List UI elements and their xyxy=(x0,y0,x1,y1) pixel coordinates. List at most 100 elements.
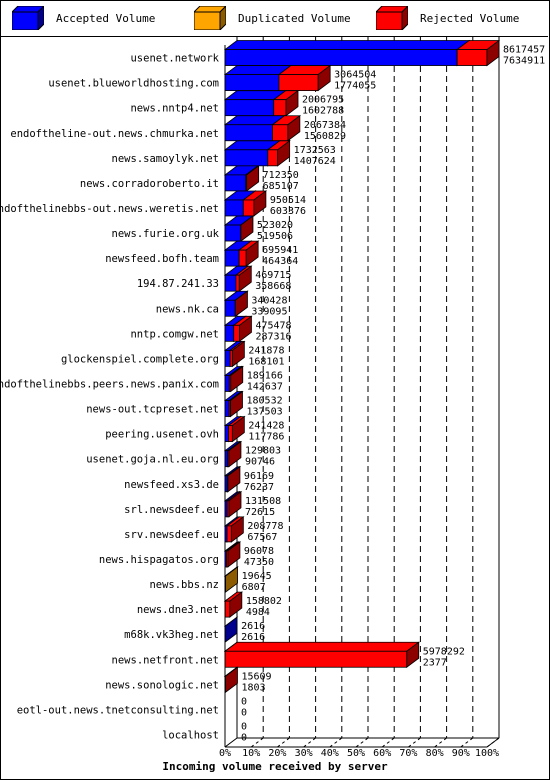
bar-accepted-0-top xyxy=(223,40,471,50)
bar-rejected-24-top xyxy=(223,641,420,652)
bar-rejected-24-side xyxy=(406,641,420,669)
category-label: news.furie.org.uk xyxy=(112,228,220,240)
bar-accepted-7-front xyxy=(224,224,242,242)
legend-rejected-side xyxy=(401,6,408,30)
floor-left-edge xyxy=(224,737,238,748)
bar-accepted-12-front xyxy=(224,349,231,367)
bar-rejected-14-side xyxy=(230,390,243,418)
floor-tick-8 xyxy=(434,737,447,748)
legend-accepted-label: Accepted Volume xyxy=(56,12,156,25)
legend-rejected-label: Rejected Volume xyxy=(420,12,520,25)
category-label: usenet.network xyxy=(130,53,219,65)
value-label-accepted: 1560829 xyxy=(304,131,346,142)
category-label: news.sonologic.net xyxy=(105,679,219,691)
value-label-total: 96078 xyxy=(244,546,274,557)
bar-rejected-10-side xyxy=(234,290,248,318)
value-label-total: 5978292 xyxy=(423,646,465,657)
bar-rejected-15-side xyxy=(231,415,245,443)
bar-rejected-18-side xyxy=(228,491,242,518)
category-label: newsfeed.xs3.de xyxy=(124,479,219,491)
floor-tick-3 xyxy=(303,737,316,748)
bar-rejected-24-front xyxy=(224,650,408,668)
value-label-accepted: 2377 xyxy=(423,657,447,668)
bar-rejected-2-side xyxy=(285,89,299,117)
category-label: news.samoylyk.net xyxy=(112,153,219,165)
x-tick-label: 100% xyxy=(475,748,499,759)
bar-accepted-13-front xyxy=(224,375,230,392)
value-label-accepted: 1803 xyxy=(241,682,265,693)
bar-rejected-5-side xyxy=(246,165,260,192)
x-tick-label: 50% xyxy=(347,748,365,759)
x-tick-label: 70% xyxy=(399,748,417,759)
bar-rejected-20-side xyxy=(227,541,241,568)
value-label-total: 712350 xyxy=(263,170,299,181)
bar-rejected-6-side xyxy=(253,190,267,217)
bar-accepted-6-front xyxy=(224,199,244,217)
bar-accepted-10-front xyxy=(224,299,236,317)
value-label-accepted: 1602788 xyxy=(302,106,344,117)
bar-accepted-3-front xyxy=(224,124,273,142)
bar-rejected-17-side xyxy=(227,465,241,493)
category-label: endoftheline-out.news.chmurka.net xyxy=(10,128,219,140)
value-label-accepted: 0 xyxy=(241,707,247,718)
value-label-total: 2616 xyxy=(241,621,265,632)
legend-accepted-top xyxy=(12,6,44,13)
bar-accepted-16-front xyxy=(224,450,229,468)
category-label: 194.87.241.33 xyxy=(137,278,219,290)
bar-accepted-8-front xyxy=(224,249,240,267)
legend-rejected: Rejected Volume xyxy=(376,6,546,30)
bar-rejected-12-side xyxy=(231,340,245,368)
category-label: nntp.comgw.net xyxy=(130,328,219,340)
value-label-accepted: 117786 xyxy=(248,432,284,443)
value-label-accepted: 137503 xyxy=(246,407,282,418)
chart-title: Incoming volume received by server xyxy=(162,760,388,773)
x-tick-label: 30% xyxy=(295,748,313,759)
value-label-accepted: 47350 xyxy=(244,557,274,568)
category-label: peering.usenet.ovh xyxy=(105,429,219,441)
value-label-total: 15609 xyxy=(241,671,271,682)
floor-tick-6 xyxy=(381,737,395,748)
value-label-total: 340428 xyxy=(251,295,287,306)
category-label: news.hispagatos.org xyxy=(99,554,219,566)
value-label-accepted: 90746 xyxy=(245,457,275,468)
value-label-total: 96169 xyxy=(244,471,274,482)
category-label: srl.newsdeef.eu xyxy=(124,504,219,516)
bar-accepted-9-front xyxy=(224,274,237,292)
bar-accepted-23-side xyxy=(224,616,238,643)
legend-divider xyxy=(0,36,548,37)
value-label-total: 475478 xyxy=(255,320,291,331)
value-label-total: 3064504 xyxy=(334,70,376,81)
bar-rejected-6-front xyxy=(242,199,255,217)
bar-rejected-4-side xyxy=(277,140,291,167)
value-label-total: 189166 xyxy=(247,370,283,381)
category-label: news.corradoroberto.it xyxy=(80,178,219,190)
value-label-total: 0 xyxy=(241,696,247,707)
legend-rejected-swatch xyxy=(376,6,408,30)
value-label-accepted: 1407624 xyxy=(294,156,336,167)
value-label-total: 208778 xyxy=(247,521,283,532)
value-label-accepted: 1774055 xyxy=(334,81,376,92)
x-tick-label: 90% xyxy=(452,748,470,759)
floor-tick-4 xyxy=(329,737,343,748)
category-label: endofthelinebbs.peers.news.panix.com xyxy=(0,378,219,390)
value-label-total: 469715 xyxy=(255,270,291,281)
bar-accepted-0-front xyxy=(224,49,458,66)
value-label-accepted: 4984 xyxy=(246,607,270,618)
bar-rejected-1-front xyxy=(278,74,319,92)
bar-rejected-3-front xyxy=(272,124,289,142)
floor-tick-2 xyxy=(277,737,290,748)
value-label-accepted: 67567 xyxy=(247,532,277,543)
value-label-accepted: 519506 xyxy=(257,231,293,242)
bar-accepted-14-front xyxy=(224,400,230,417)
bar-rejected-0-front xyxy=(456,49,488,66)
value-label-total: 0 xyxy=(241,721,247,732)
floor-tick-1 xyxy=(250,737,264,748)
category-label: localhost xyxy=(162,729,219,741)
bar-rejected-3-side xyxy=(287,114,301,142)
legend-accepted-side xyxy=(37,6,44,30)
legend-rejected-top xyxy=(376,6,408,13)
category-label: eotl-out.news.tnetconsulting.net xyxy=(17,704,219,716)
value-label-total: 131508 xyxy=(245,496,281,507)
category-label: endofthelinebbs-out.news.weretis.net xyxy=(0,203,219,215)
floor-tick-9 xyxy=(460,737,474,748)
